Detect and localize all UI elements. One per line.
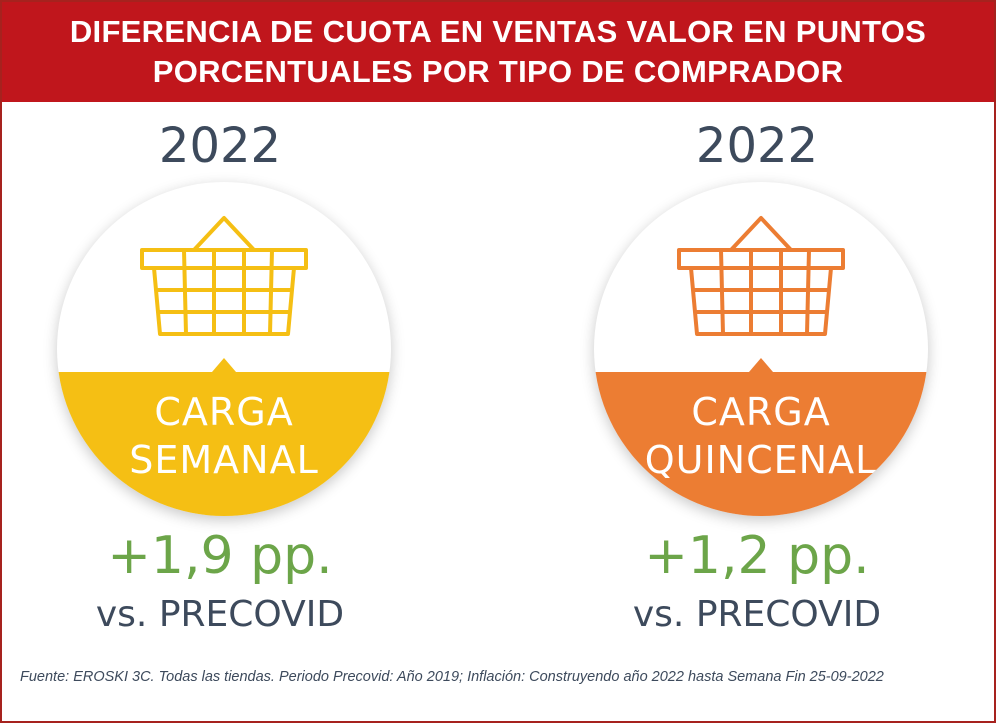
panel-quincenal-value: +1,2 pp. [644,526,870,586]
panel-semanal-band [57,372,391,516]
header-title-line1: DIFERENCIA DE CUOTA EN VENTAS VALOR EN P… [69,14,927,49]
panel-semanal-label: CARGA SEMANAL [57,388,391,484]
panel-semanal-label-line1: CARGA [154,390,294,434]
panel-semanal-notch [212,358,236,372]
panel-quincenal-comparison: vs. PRECOVID [632,594,882,635]
panel-semanal-year: 2022 [158,118,282,174]
panel-quincenal-label: CARGA QUINCENAL [594,388,928,484]
basket-icon [677,216,845,336]
source-footnote: Fuente: EROSKI 3C. Todas las tiendas. Pe… [20,669,884,685]
panel-quincenal-notch [749,358,773,372]
header-banner: DIFERENCIA DE CUOTA EN VENTAS VALOR EN P… [2,2,994,102]
panel-quincenal-circle: CARGA QUINCENAL [594,182,928,516]
header-title-line2: PORCENTUALES POR TIPO DE COMPRADOR [152,54,844,89]
panel-quincenal-band [594,372,928,516]
basket-icon [140,216,308,336]
panel-quincenal-year: 2022 [695,118,819,174]
panel-quincenal-label-line1: CARGA [691,390,831,434]
panel-semanal-value: +1,9 pp. [107,526,333,586]
panel-semanal-label-line2: SEMANAL [129,438,319,482]
panel-quincenal-label-line2: QUINCENAL [644,438,878,482]
panel-semanal-circle: CARGA SEMANAL [57,182,391,516]
panel-semanal-comparison: vs. PRECOVID [95,594,345,635]
